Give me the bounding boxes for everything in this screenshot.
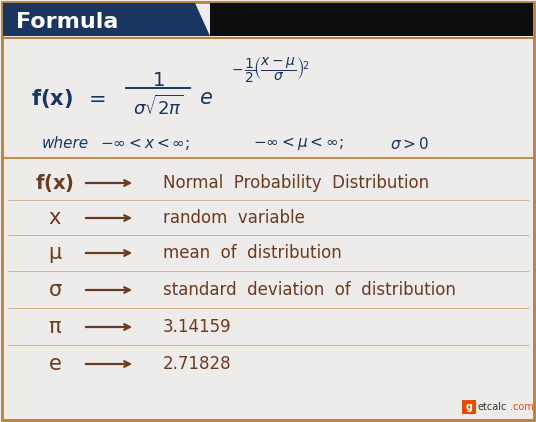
Text: σ: σ [48, 280, 62, 300]
Text: π: π [49, 317, 61, 337]
Text: e: e [49, 354, 62, 374]
Text: etcalc: etcalc [478, 402, 508, 412]
Text: $=$: $=$ [84, 88, 106, 108]
Text: $1$: $1$ [152, 70, 165, 89]
Text: Formula: Formula [16, 12, 118, 32]
Text: x: x [49, 208, 61, 228]
Text: .com: .com [510, 402, 534, 412]
Text: $\sigma > 0$: $\sigma > 0$ [390, 136, 429, 152]
Text: Normal  Probability  Distribution: Normal Probability Distribution [163, 174, 429, 192]
Text: μ: μ [48, 243, 62, 263]
Text: where: where [42, 136, 89, 151]
Polygon shape [3, 3, 210, 36]
Text: $-\infty < x < \infty;$: $-\infty < x < \infty;$ [100, 136, 190, 152]
Text: standard  deviation  of  distribution: standard deviation of distribution [163, 281, 456, 299]
Text: $\mathbf{f(x)}$: $\mathbf{f(x)}$ [35, 172, 75, 194]
Text: $e$: $e$ [199, 88, 213, 108]
Text: mean  of  distribution: mean of distribution [163, 244, 342, 262]
Text: g: g [465, 402, 473, 412]
Text: $-\,\dfrac{1}{2}\!\left(\dfrac{x-\mu}{\sigma}\right)^{\!2}$: $-\,\dfrac{1}{2}\!\left(\dfrac{x-\mu}{\s… [230, 55, 309, 85]
Bar [462, 400, 476, 414]
Text: $\mathbf{f(x)}$: $\mathbf{f(x)}$ [31, 87, 73, 109]
Text: random  variable: random variable [163, 209, 305, 227]
Text: $-\infty < \mu < \infty;$: $-\infty < \mu < \infty;$ [253, 135, 344, 152]
Text: 3.14159: 3.14159 [163, 318, 232, 336]
Text: 2.71828: 2.71828 [163, 355, 232, 373]
Bar [210, 3, 533, 36]
Text: $\sigma\sqrt{2\pi}$: $\sigma\sqrt{2\pi}$ [133, 95, 183, 119]
